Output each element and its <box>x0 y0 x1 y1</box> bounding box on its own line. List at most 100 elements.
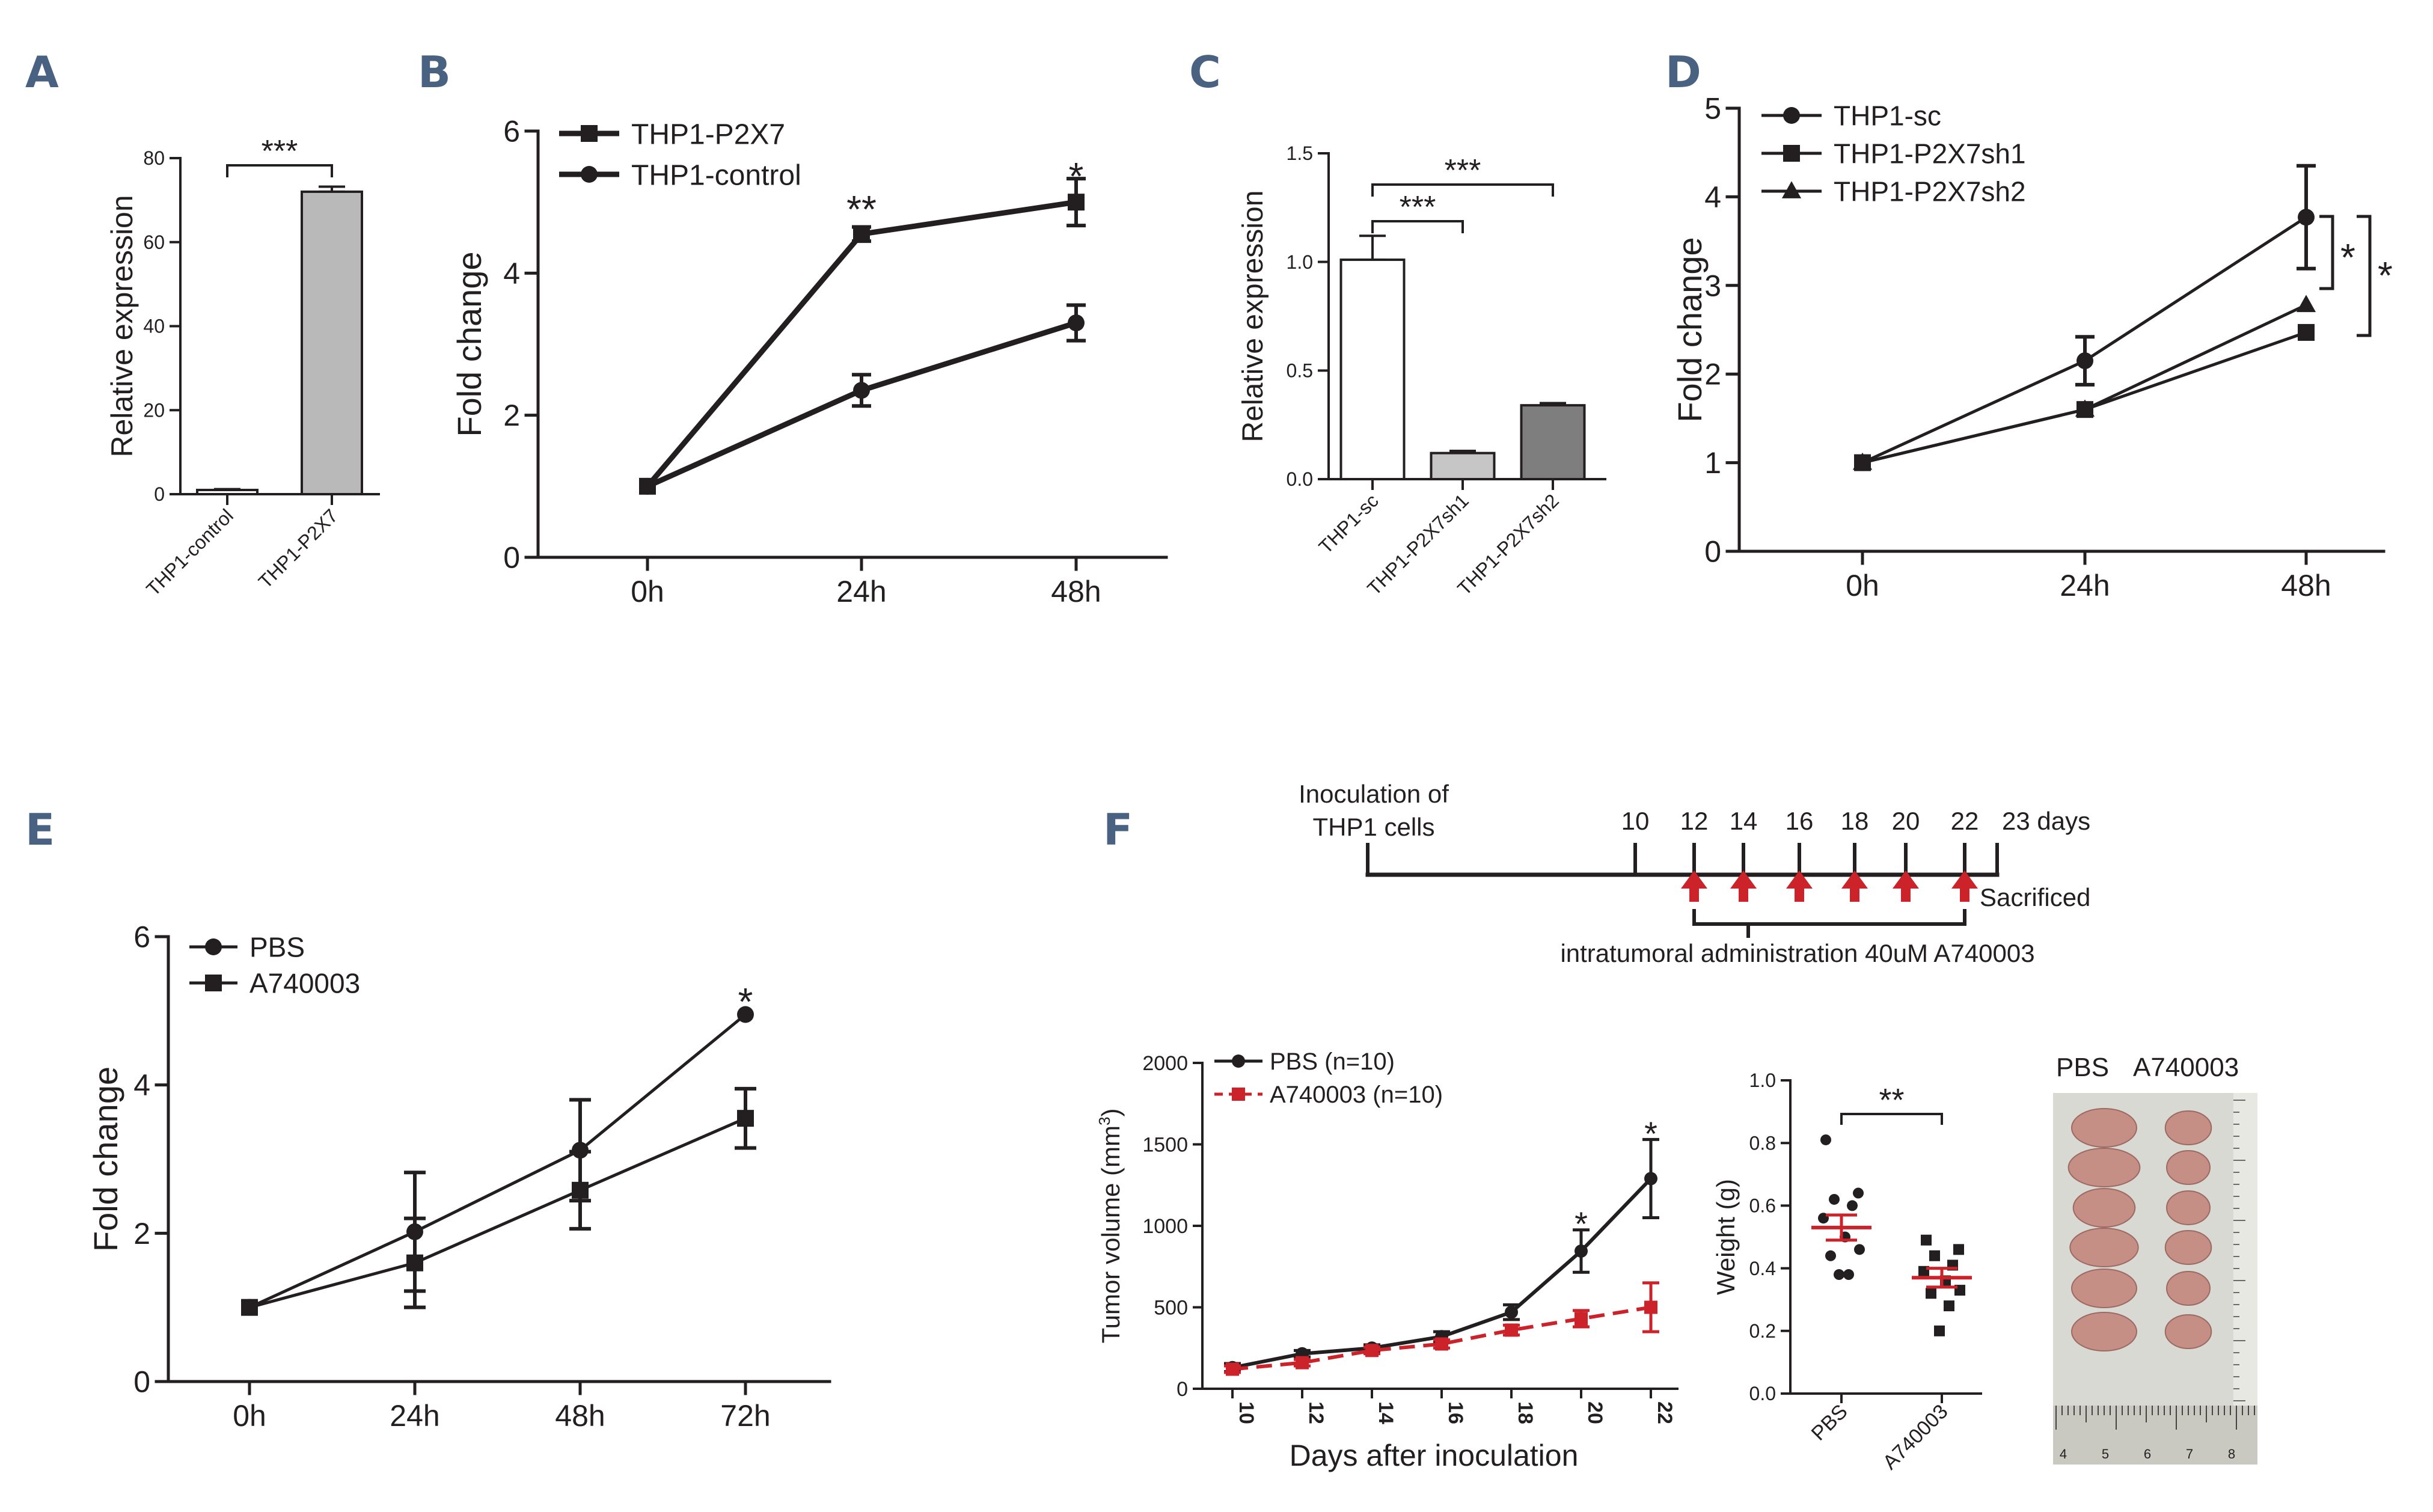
scatter-point <box>1853 1187 1864 1199</box>
legend-marker <box>1232 1088 1245 1101</box>
injection-arrow-icon <box>1730 871 1757 902</box>
x-tick-label: 24h <box>390 1399 439 1433</box>
y-tick-label: 2 <box>503 399 520 432</box>
significance-stars: ** <box>846 188 877 231</box>
panel-label-b: B <box>418 47 451 97</box>
x-tick-label: 18 <box>1514 1401 1537 1424</box>
legend-marker <box>1232 1054 1245 1068</box>
x-tick-label: 14 <box>1374 1401 1397 1424</box>
chart-f-tumor-weight: 0.0 0.2 0.4 0.6 0.8 1.0 Weight (g) PBS A740003 ** <box>1712 1070 1982 1474</box>
significance-line <box>1840 1113 1943 1125</box>
data-point <box>406 1254 423 1272</box>
scatter-point <box>1834 1269 1844 1281</box>
scatter-point <box>1843 1269 1854 1281</box>
significance-bracket: *** <box>1371 190 1464 233</box>
y-tick-label: 2000 <box>1142 1052 1188 1075</box>
y-tick-label: 0 <box>1177 1378 1188 1401</box>
data-point <box>1296 1356 1309 1370</box>
y-tick-label: 0 <box>133 1365 150 1399</box>
x-tick-label: A740003 <box>1879 1400 1953 1474</box>
data-point <box>639 477 656 495</box>
x-tick-label: 22 <box>1653 1401 1676 1424</box>
legend-label: THP1-sc <box>1834 100 1941 132</box>
ruler-number: 7 <box>2186 1446 2193 1461</box>
x-tick-label: THP1-sc <box>1314 489 1382 557</box>
data-point <box>737 1110 754 1127</box>
chart-b-fold-change: 0 2 4 6 Fold change 0h 24h 48h THP1-P2X7 THP1-con… <box>450 115 1168 608</box>
tumor-pbs <box>2069 1228 2139 1267</box>
administration-bracket <box>1692 909 1966 926</box>
legend-label: PBS <box>249 932 305 963</box>
y-axis-label: Fold change <box>450 251 488 436</box>
scatter-point <box>1921 1234 1932 1246</box>
y-tick-label: 500 <box>1154 1296 1188 1319</box>
scatter-point <box>1929 1250 1940 1261</box>
y-tick-label: 1.0 <box>1287 251 1313 273</box>
y-tick-label: 6 <box>503 115 520 148</box>
data-point <box>1226 1362 1239 1376</box>
y-axis-label: Fold change <box>1671 237 1709 422</box>
y-tick-label: 0 <box>154 483 165 505</box>
timeline-start-label: Inoculation of <box>1299 780 1449 808</box>
bar-3 <box>1520 404 1586 480</box>
tumor-pbs <box>2067 1148 2141 1187</box>
significance-stars: *** <box>1400 190 1436 225</box>
significance-stars: * <box>2340 236 2355 279</box>
legend-marker <box>1783 145 1800 162</box>
timeline-day-label: 18 <box>1841 807 1869 835</box>
injection-arrow-icon <box>1786 871 1813 902</box>
data-point <box>1644 1172 1657 1186</box>
scatter-point <box>1854 1244 1865 1255</box>
legend-entry: THP1-sc <box>1761 100 1941 132</box>
legend-entry: A740003 (n=10) <box>1214 1082 1443 1108</box>
bar-1 <box>1339 259 1406 480</box>
sacrificed-label: Sacrificed <box>1980 883 2090 911</box>
y-axis-label-end: ) <box>1097 1109 1125 1117</box>
tumor-a740003 <box>2166 1190 2211 1225</box>
x-tick-label: 10 <box>1235 1401 1258 1424</box>
timeline-day-label: 12 <box>1680 807 1709 835</box>
tumor-a740003 <box>2164 1110 2212 1145</box>
ruler-number: 8 <box>2228 1446 2235 1461</box>
data-point <box>1852 452 1873 470</box>
data-point <box>2296 295 2316 313</box>
treatment-timeline: Inoculation of THP1 cells 10 12 14 16 18 20 22 23… <box>1299 780 2090 967</box>
y-tick-label: 1500 <box>1142 1133 1188 1156</box>
y-tick-label: 1.0 <box>1749 1070 1776 1091</box>
y-tick-label: 0.6 <box>1749 1195 1776 1217</box>
tumor-pbs <box>2071 1108 2137 1148</box>
legend-marker <box>1783 107 1800 124</box>
ruler-number: 5 <box>2102 1446 2109 1461</box>
y-axis-label: Weight (g) <box>1712 1179 1740 1295</box>
panel-label-f: F <box>1103 804 1133 855</box>
significance-stars: ** <box>1879 1082 1904 1118</box>
legend-marker <box>205 975 222 991</box>
legend-entry: THP1-P2X7sh2 <box>1761 176 2026 207</box>
tumor-pbs <box>2072 1188 2136 1228</box>
injection-arrow-icon <box>1951 871 1978 902</box>
tumor-a740003 <box>2166 1150 2211 1185</box>
y-axis-label: Fold change <box>87 1067 124 1252</box>
scatter-point <box>1953 1244 1964 1255</box>
scatter-point <box>1825 1250 1836 1261</box>
timeline-start-label-line2: THP1 cells <box>1312 813 1434 841</box>
x-tick-label: 0h <box>631 575 664 608</box>
y-tick-label: 2 <box>133 1217 150 1250</box>
data-point <box>1068 314 1085 332</box>
data-point <box>1365 1344 1379 1357</box>
photo-label-a740003: A740003 <box>2133 1053 2239 1082</box>
significance-line <box>1371 220 1464 233</box>
legend-label: THP1-control <box>631 159 801 191</box>
y-tick-label: 40 <box>143 316 165 337</box>
panel-label-c: C <box>1189 47 1221 97</box>
legend-entry: PBS (n=10) <box>1214 1048 1395 1075</box>
x-tick-label: 16 <box>1444 1401 1467 1424</box>
panel-label-a: A <box>25 47 59 97</box>
x-axis-label: Days after inoculation <box>1290 1439 1579 1472</box>
y-tick-label: 4 <box>1704 180 1721 214</box>
data-point <box>1505 1323 1518 1337</box>
significance-line <box>2319 215 2334 290</box>
vertical-ruler <box>2233 1093 2257 1406</box>
